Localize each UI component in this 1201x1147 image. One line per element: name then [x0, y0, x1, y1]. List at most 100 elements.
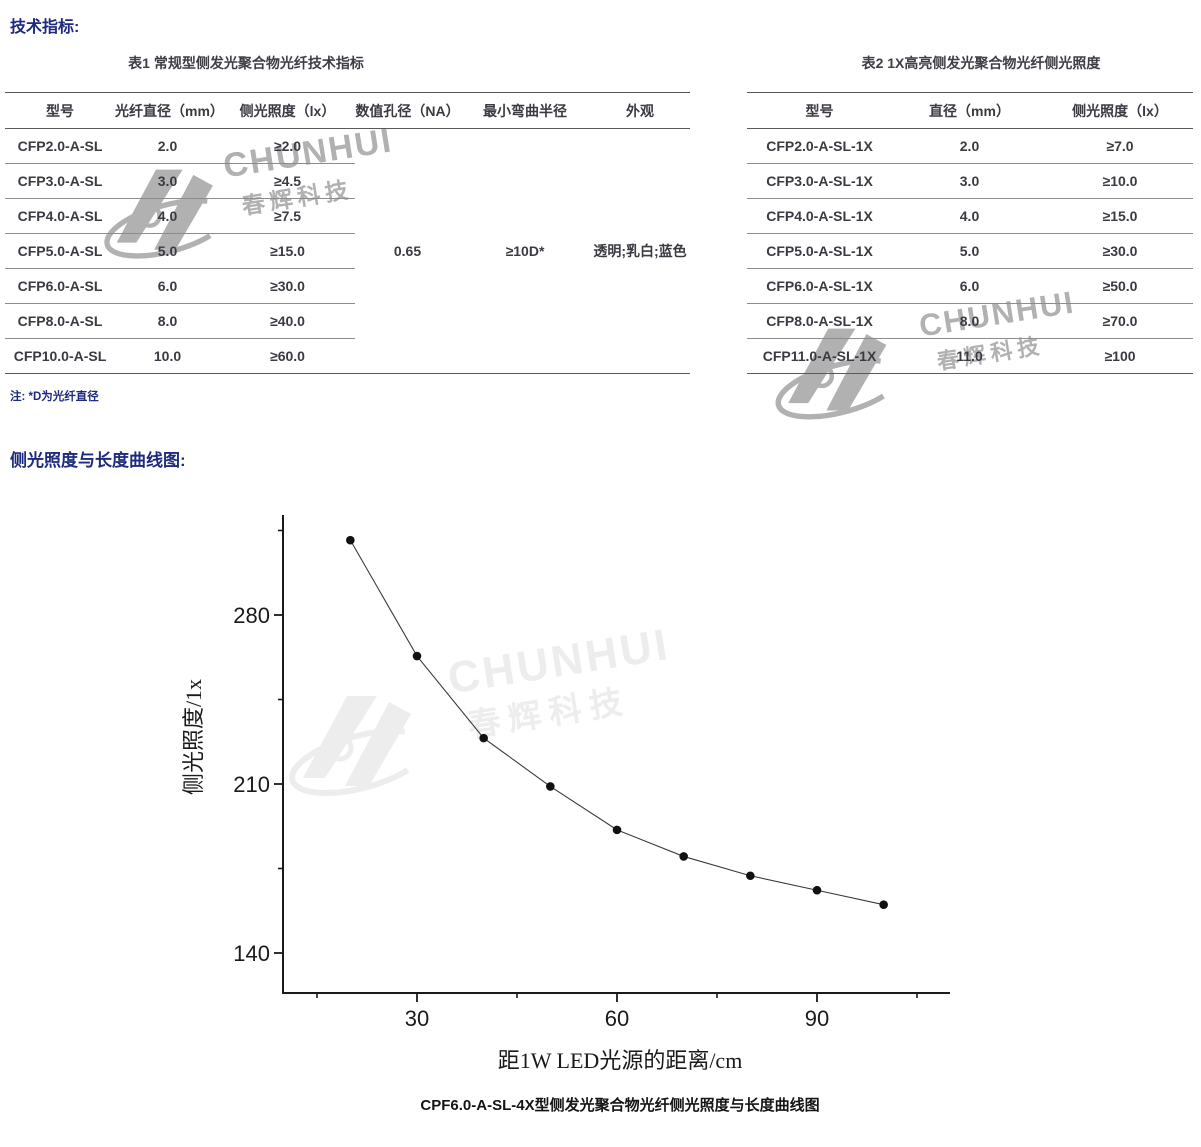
- cell: ≥7.5: [220, 198, 355, 234]
- column-header: 数值孔径（NA）: [355, 92, 460, 129]
- table-row: CFP2.0-A-SL 2.0 ≥2.0 0.65 ≥10D* 透明;乳白;蓝色: [5, 128, 690, 374]
- cell-appearance: 透明;乳白;蓝色: [590, 128, 690, 374]
- cell: CFP4.0-A-SL-1X: [747, 198, 892, 234]
- cell: ≥7.0: [1047, 128, 1193, 164]
- table-row: CFP8.0-A-SL 8.0 ≥40.0: [5, 303, 690, 339]
- table-standard-fiber-specs: 型号 光纤直径（mm） 侧光照度（lx） 数值孔径（NA） 最小弯曲半径 外观 CFP2.…: [5, 92, 690, 374]
- cell: 2.0: [115, 128, 220, 164]
- data-point: [346, 535, 355, 545]
- table-row: CFP5.0-A-SL-1X 5.0 ≥30.0: [747, 233, 1193, 269]
- cell: CFP4.0-A-SL: [5, 198, 115, 234]
- data-point: [812, 885, 822, 895]
- cell: ≥40.0: [220, 303, 355, 339]
- cell: 5.0: [892, 233, 1047, 269]
- series-line: [349, 539, 884, 906]
- cell: 5.0: [115, 233, 220, 269]
- cell: ≥2.0: [220, 128, 355, 164]
- column-header: 侧光照度（lx）: [220, 92, 355, 129]
- cell: CFP2.0-A-SL: [5, 128, 115, 164]
- cell: CFP3.0-A-SL: [5, 163, 115, 199]
- x-tick-label: 90: [805, 1006, 829, 1031]
- column-header: 侧光照度（lx）: [1047, 92, 1193, 129]
- cell: ≥60.0: [220, 338, 355, 374]
- cell: CFP3.0-A-SL-1X: [747, 163, 892, 199]
- figure-caption: CPF6.0-A-SL-4X型侧发光聚合物光纤侧光照度与长度曲线图: [420, 1097, 820, 1114]
- y-tick-label: 280: [233, 603, 270, 628]
- x-tick-label: 30: [405, 1006, 429, 1031]
- column-header: 型号: [5, 92, 115, 129]
- data-point: [746, 871, 755, 881]
- section-heading-tech-specs: 技术指标:: [10, 19, 80, 36]
- table-1x-highbright-fiber-specs: 型号 直径（mm） 侧光照度（lx） CFP2.0-A-SL-1X 2.0 ≥7.0 CF…: [747, 92, 1193, 374]
- cell: 8.0: [115, 303, 220, 339]
- table2-title: 表2 1X高亮侧发光聚合物光纤侧光照度: [861, 55, 1101, 71]
- illuminance-vs-distance-chart: 140 210 280 30 60 90 距1W LED光源的距离/cm 侧光照度/1x: [181, 515, 950, 1073]
- cell: CFP5.0-A-SL: [5, 233, 115, 269]
- table-row: CFP8.0-A-SL-1X 8.0 ≥70.0: [747, 303, 1193, 339]
- chunhui-logo-icon: [289, 696, 431, 796]
- data-point: [546, 782, 555, 791]
- cell: ≥70.0: [1047, 303, 1193, 339]
- y-tick-label: 210: [233, 772, 270, 797]
- table-row: CFP3.0-A-SL-1X 3.0 ≥10.0: [747, 163, 1193, 199]
- cell: ≥50.0: [1047, 268, 1193, 304]
- table1-header-row: 型号 光纤直径（mm） 侧光照度（lx） 数值孔径（NA） 最小弯曲半径 外观: [5, 92, 690, 129]
- column-header: 外观: [590, 92, 690, 129]
- cell: ≥30.0: [220, 268, 355, 304]
- cell: ≥15.0: [220, 233, 355, 269]
- y-axis-title: 侧光照度/1x: [181, 679, 206, 795]
- cell: 2.0: [892, 128, 1047, 164]
- cell: ≥10.0: [1047, 163, 1193, 199]
- cell: CFP2.0-A-SL-1X: [747, 128, 892, 164]
- cell: CFP8.0-A-SL-1X: [747, 303, 892, 339]
- table1-title: 表1 常规型侧发光聚合物光纤技术指标: [128, 55, 364, 71]
- cell: 3.0: [892, 163, 1047, 199]
- axes: [282, 515, 950, 994]
- table-row: CFP6.0-A-SL 6.0 ≥30.0: [5, 268, 690, 304]
- data-point: [412, 651, 422, 661]
- cell: 4.0: [892, 198, 1047, 234]
- table2-header-row: 型号 直径（mm） 侧光照度（lx）: [747, 92, 1193, 129]
- data-point: [679, 852, 688, 861]
- cell: CFP8.0-A-SL: [5, 303, 115, 339]
- y-tick-label: 140: [233, 941, 270, 966]
- cell: 3.0: [115, 163, 220, 199]
- cell: 11.0: [892, 338, 1047, 374]
- cell: 6.0: [115, 268, 220, 304]
- table-row: CFP11.0-A-SL-1X 11.0 ≥100: [747, 338, 1193, 374]
- cell: 6.0: [892, 268, 1047, 304]
- cell: ≥30.0: [1047, 233, 1193, 269]
- data-point: [879, 900, 888, 910]
- cell: ≥4.5: [220, 163, 355, 199]
- table-row: CFP6.0-A-SL-1X 6.0 ≥50.0: [747, 268, 1193, 304]
- cell: 10.0: [115, 338, 220, 374]
- column-header: 光纤直径（mm）: [115, 92, 224, 129]
- section-heading-curve: 侧光照度与长度曲线图:: [10, 451, 186, 470]
- footnote: 注: *D为光纤直径: [10, 391, 99, 403]
- data-point: [479, 733, 488, 743]
- cell: CFP11.0-A-SL-1X: [747, 338, 892, 374]
- table-row: CFP4.0-A-SL-1X 4.0 ≥15.0: [747, 198, 1193, 234]
- cell-na: 0.65: [355, 128, 460, 374]
- x-axis-title: 距1W LED光源的距离/cm: [498, 1048, 743, 1073]
- cell: CFP6.0-A-SL-1X: [747, 268, 892, 304]
- column-header: 型号: [747, 92, 892, 129]
- table-row: CFP10.0-A-SL 10.0 ≥60.0: [5, 338, 690, 374]
- table-row: CFP4.0-A-SL 4.0 ≥7.5: [5, 198, 690, 234]
- cell: 8.0: [892, 303, 1047, 339]
- cell: ≥100: [1047, 338, 1193, 374]
- table-row: CFP3.0-A-SL 3.0 ≥4.5: [5, 163, 690, 199]
- table-row: CFP5.0-A-SL 5.0 ≥15.0: [5, 233, 690, 269]
- cell: 4.0: [115, 198, 220, 234]
- column-header: 直径（mm）: [892, 92, 1047, 129]
- x-tick-label: 60: [605, 1006, 629, 1031]
- data-point: [612, 825, 622, 835]
- cell: CFP5.0-A-SL-1X: [747, 233, 892, 269]
- cell-min-bend-radius: ≥10D*: [460, 128, 590, 374]
- table-row: CFP2.0-A-SL-1X 2.0 ≥7.0: [747, 128, 1193, 164]
- cell: ≥15.0: [1047, 198, 1193, 234]
- cell: CFP6.0-A-SL: [5, 268, 115, 304]
- cell: CFP10.0-A-SL: [5, 338, 115, 374]
- column-header: 最小弯曲半径: [460, 92, 590, 129]
